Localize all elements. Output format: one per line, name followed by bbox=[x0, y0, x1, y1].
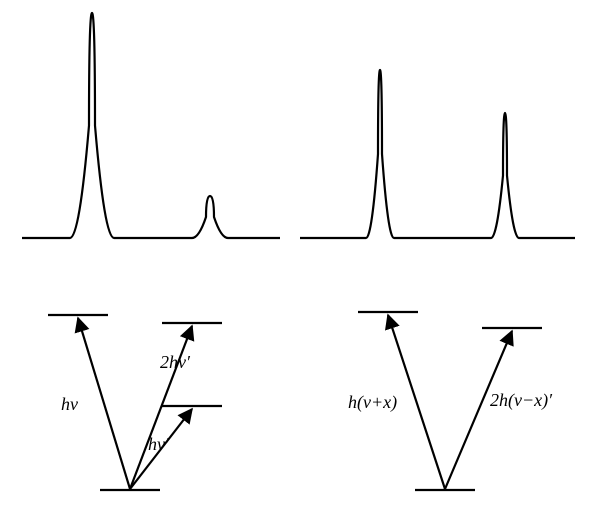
label-l2: 2hν′ bbox=[160, 352, 191, 372]
right-spectrum-curve bbox=[300, 70, 575, 238]
label-l3: hν′ bbox=[148, 434, 170, 454]
transition-arrow bbox=[445, 331, 512, 489]
transition-arrow bbox=[130, 326, 192, 489]
figure-svg: hν 2hν′ hν′ h(ν+x) 2h(ν−x)′ bbox=[0, 0, 600, 505]
left-spectrum-curve bbox=[22, 13, 280, 238]
label-r2: 2h(ν−x)′ bbox=[490, 390, 553, 411]
transition-arrow bbox=[78, 318, 130, 489]
label-r1: h(ν+x) bbox=[348, 392, 397, 413]
diagram-labels: hν 2hν′ hν′ h(ν+x) 2h(ν−x)′ bbox=[61, 352, 553, 454]
label-l1: hν bbox=[61, 394, 78, 414]
